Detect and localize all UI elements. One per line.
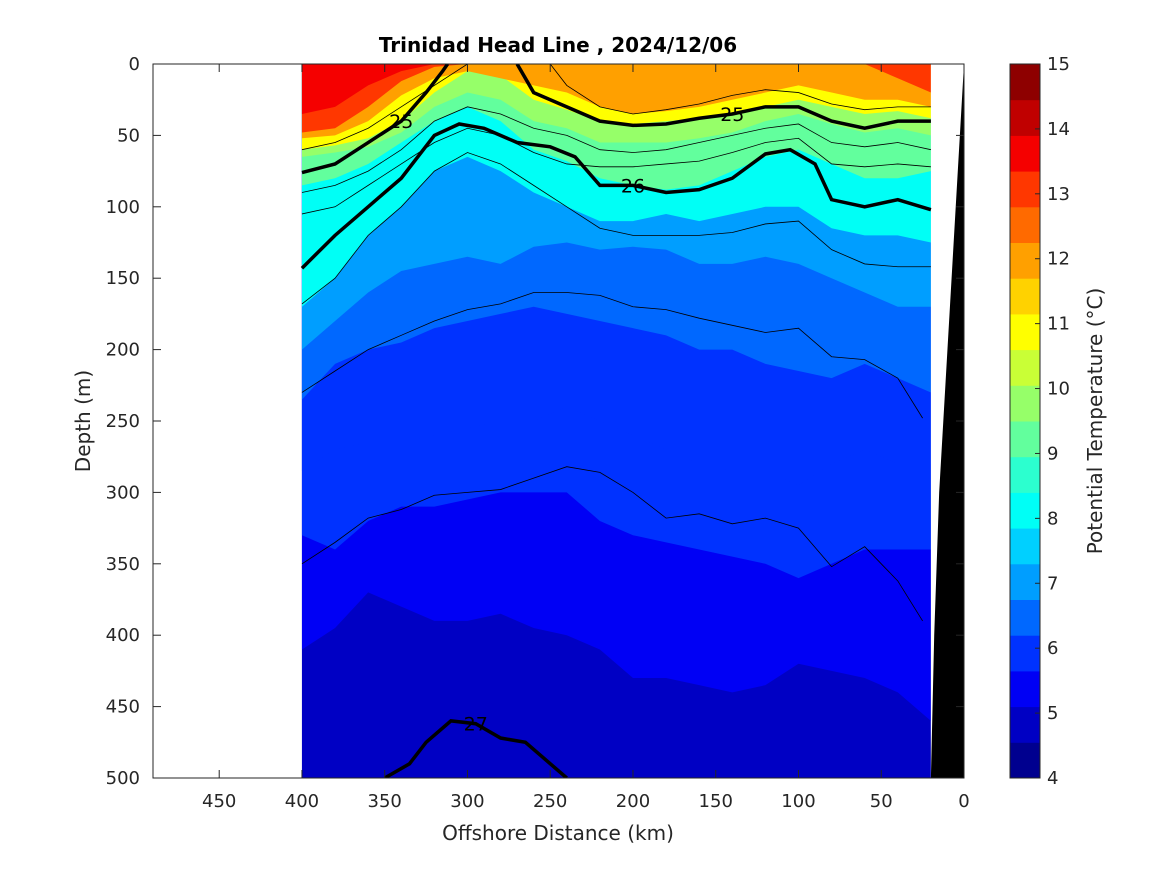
y-tick-label: 100 [106, 197, 140, 218]
colorbar-swatch [1010, 635, 1040, 672]
colorbar-tick-label: 10 [1047, 379, 1070, 400]
chart-title: Trinidad Head Line , 2024/12/06 [379, 33, 737, 57]
colorbar-tick-label: 11 [1047, 314, 1070, 335]
colorbar-swatch [1010, 242, 1040, 279]
temperature-band-12 [301, 64, 931, 139]
y-axis: 0 50 100 150 200 250 300 350 400 450 500 [106, 54, 964, 789]
x-tick-label: 50 [870, 791, 893, 812]
temperature-band-14 [301, 64, 435, 114]
colorbar-tick-label: 8 [1047, 508, 1058, 529]
colorbar-swatch [1010, 670, 1040, 708]
colorbar-swatch [1010, 706, 1040, 743]
colorbar-swatch [1010, 278, 1040, 315]
colorbar-swatch [1010, 64, 1040, 101]
colorbar-swatch [1010, 171, 1040, 208]
colorbar-tick-label: 12 [1047, 249, 1070, 270]
colorbar-tick-label: 7 [1047, 573, 1058, 594]
y-tick-label: 450 [106, 697, 140, 718]
y-axis-label: Depth (m) [71, 370, 95, 472]
y-tick-label: 250 [106, 411, 140, 432]
colorbar-tick-label: 13 [1047, 184, 1070, 205]
density-contour-thin-0 [301, 64, 468, 151]
x-axis: 450 400 350 300 250 200 150 100 50 0 [202, 64, 970, 812]
x-tick-label: 400 [285, 791, 319, 812]
colorbar-swatch [1010, 349, 1040, 386]
colorbar-tick-label: 15 [1047, 54, 1070, 75]
x-tick-label: 150 [699, 791, 733, 812]
y-tick-label: 200 [106, 340, 140, 361]
colorbar-swatch [1010, 99, 1040, 136]
colorbar-label: Potential Temperature (°C) [1083, 288, 1107, 555]
colorbar-tick-label: 5 [1047, 703, 1058, 724]
colorbar-swatch [1010, 135, 1040, 172]
colorbar-tick-label: 14 [1047, 119, 1070, 140]
contour-label-25: 25 [720, 104, 744, 126]
x-tick-label: 300 [450, 791, 484, 812]
density-contour-25-1 [515, 64, 931, 131]
colorbar-swatch [1010, 421, 1040, 458]
y-tick-label: 150 [106, 268, 140, 289]
y-tick-label: 350 [106, 554, 140, 575]
density-contour-thin-2 [301, 106, 931, 193]
density-contour-25-0 [301, 64, 450, 175]
colorbar-tick-label: 4 [1047, 768, 1058, 789]
colorbar: 4 5 6 7 8 9 10 11 12 13 14 15 [1009, 54, 1070, 789]
x-tick-label: 200 [616, 791, 650, 812]
colorbar-swatch [1010, 456, 1040, 493]
y-tick-label: 50 [117, 125, 140, 146]
x-tick-label: 100 [781, 791, 815, 812]
density-contour-26-2 [300, 122, 932, 270]
y-tick-label: 300 [106, 482, 140, 503]
plot-area: 25 25 26 27 [152, 63, 965, 779]
colorbar-swatch [1010, 742, 1040, 779]
colorbar-swatch [1010, 313, 1040, 351]
x-tick-label: 0 [958, 791, 969, 812]
colorbar-tick-label: 9 [1047, 443, 1058, 464]
colorbar-frame [1009, 63, 1041, 779]
colorbar-swatch [1010, 528, 1040, 565]
contour-label-25: 25 [389, 111, 413, 133]
colorbar-swatch [1010, 563, 1040, 600]
x-tick-label: 450 [202, 791, 236, 812]
x-tick-label: 250 [533, 791, 567, 812]
y-tick-label: 400 [106, 625, 140, 646]
y-tick-label: 0 [129, 54, 140, 75]
density-contour-thin-5 [301, 292, 923, 419]
density-contour-thin-6 [301, 466, 923, 622]
colorbar-swatch [1010, 492, 1040, 529]
contour-label-27: 27 [464, 714, 488, 736]
density-contour-27-3 [383, 719, 568, 778]
contour-label-26: 26 [621, 175, 645, 197]
x-axis-label: Offshore Distance (km) [442, 821, 674, 845]
density-contour-thin-4 [301, 152, 931, 305]
colorbar-tick-label: 6 [1047, 638, 1058, 659]
colorbar-swatch [1010, 599, 1040, 636]
y-tick-label: 500 [106, 768, 140, 789]
seafloor-topography [917, 64, 964, 778]
colorbar-swatch [1010, 385, 1040, 422]
density-contour-thin-3 [301, 127, 931, 215]
colorbar-swatch [1010, 206, 1040, 243]
x-tick-label: 350 [368, 791, 402, 812]
density-contour-thin-1 [549, 64, 931, 115]
